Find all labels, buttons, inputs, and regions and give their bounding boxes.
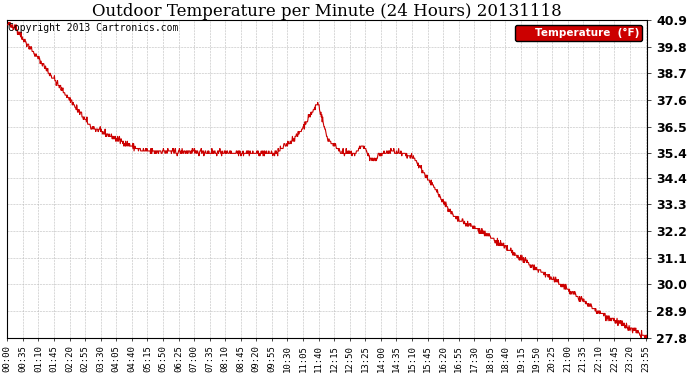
- Title: Outdoor Temperature per Minute (24 Hours) 20131118: Outdoor Temperature per Minute (24 Hours…: [92, 3, 562, 20]
- Text: Copyright 2013 Cartronics.com: Copyright 2013 Cartronics.com: [8, 23, 178, 33]
- Legend: Temperature  (°F): Temperature (°F): [515, 25, 642, 42]
